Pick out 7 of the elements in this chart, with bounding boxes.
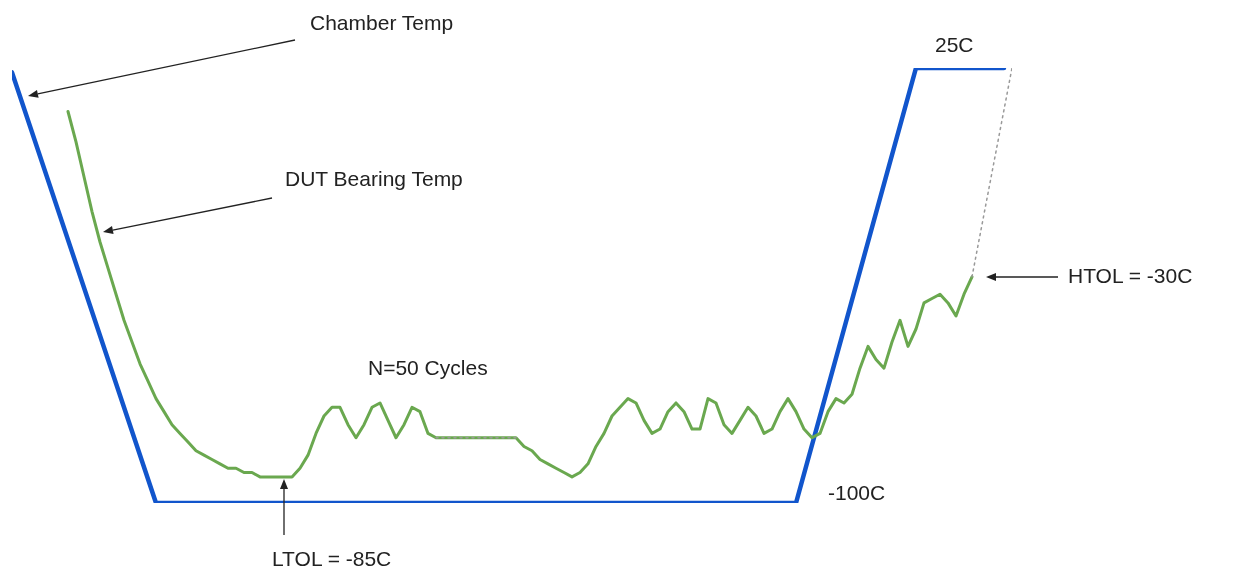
text: 25C (935, 33, 974, 56)
text: HTOL = -30C (1068, 264, 1193, 287)
text: LTOL = -85C (272, 547, 392, 570)
annotation: -100C (828, 481, 886, 504)
text: Chamber Temp (310, 11, 454, 34)
annotation: DUT Bearing Temp (285, 167, 463, 190)
annotation: N=50 Cycles (368, 356, 488, 379)
